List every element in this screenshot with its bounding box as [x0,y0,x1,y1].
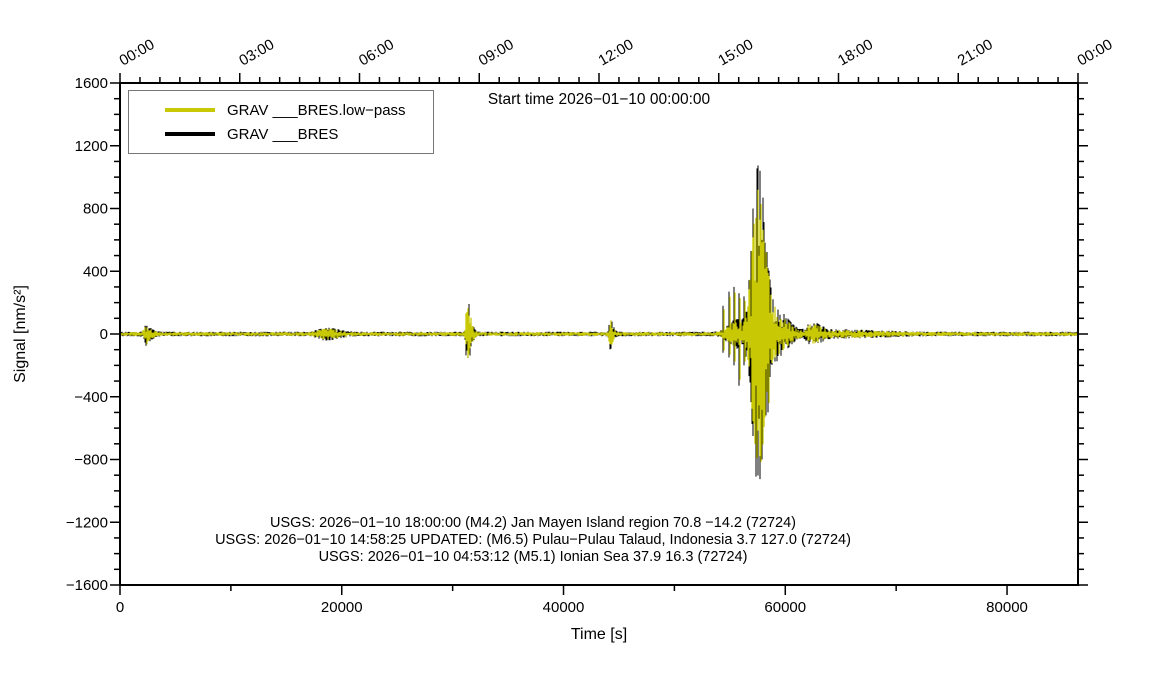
svg-text:400: 400 [83,263,108,280]
svg-text:−1200: −1200 [66,514,108,531]
svg-text:12:00: 12:00 [596,36,637,69]
trace-raw [119,165,1079,480]
raw-line-sample [165,132,215,136]
svg-text:06:00: 06:00 [356,36,397,69]
svg-text:0: 0 [100,326,108,343]
svg-text:−1600: −1600 [66,577,108,594]
svg-text:00:00: 00:00 [117,36,158,69]
svg-text:1200: 1200 [75,138,108,155]
svg-text:60000: 60000 [764,599,806,616]
svg-text:1600: 1600 [75,75,108,92]
svg-text:00:00: 00:00 [1075,36,1116,69]
svg-text:−400: −400 [74,389,108,406]
svg-text:800: 800 [83,201,108,218]
plot-frame [119,82,1079,586]
svg-text:0: 0 [116,599,124,616]
trace-lowpass [119,189,1079,462]
svg-text:18:00: 18:00 [835,36,876,69]
legend-label-raw: GRAV ___BRES [227,125,339,143]
legend-box: GRAV ___BRES.low−pass GRAV ___BRES [128,90,434,154]
usgs-event-annotation-1: USGS: 2026−01−10 18:00:00 (M4.2) Jan May… [270,515,796,531]
y-axis-label: Signal [nm/s²] [12,285,29,383]
svg-text:15:00: 15:00 [715,36,756,69]
svg-text:40000: 40000 [543,599,585,616]
svg-text:80000: 80000 [986,599,1028,616]
svg-text:−800: −800 [74,452,108,469]
lowpass-line-sample [165,108,215,112]
legend-entry-lowpass: GRAV ___BRES.low−pass [165,102,433,119]
usgs-event-annotation-3: USGS: 2026−01−10 04:53:12 (M5.1) Ionian … [318,549,748,565]
svg-text:09:00: 09:00 [476,36,517,69]
legend-label-lowpass: GRAV ___BRES.low−pass [227,101,406,119]
svg-text:20000: 20000 [321,599,363,616]
plot-title: Start time 2026−01−10 00:00:00 [487,91,711,108]
usgs-event-annotation-2: USGS: 2026−01−10 14:58:25 UPDATED: (M6.5… [215,532,851,548]
x-axis-label: Time [s] [570,626,628,643]
svg-text:21:00: 21:00 [955,36,996,69]
svg-text:03:00: 03:00 [236,36,277,69]
legend-entry-raw: GRAV ___BRES [165,126,433,143]
